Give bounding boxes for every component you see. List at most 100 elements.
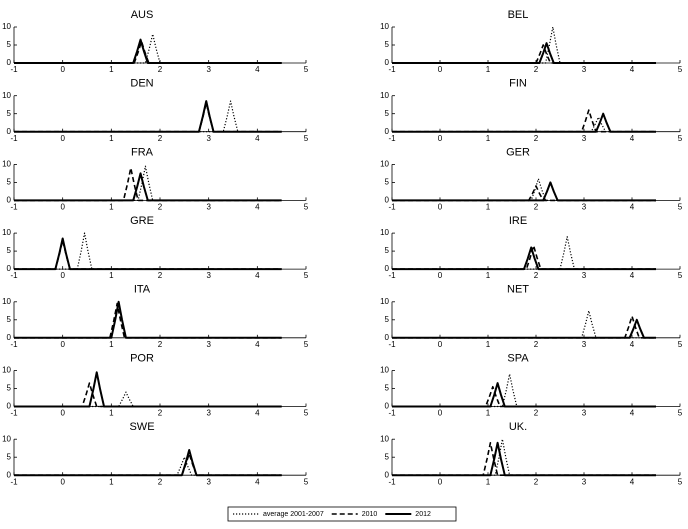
x-tick-label: -1 <box>388 134 396 143</box>
x-tick-label: 4 <box>255 409 260 418</box>
x-tick-label: 5 <box>304 65 309 74</box>
x-tick-label: 3 <box>206 340 211 349</box>
density-line <box>14 165 282 201</box>
x-tick-label: 5 <box>304 477 309 486</box>
y-tick-label: 5 <box>385 109 390 118</box>
y-tick-label: 0 <box>7 58 12 67</box>
x-tick-label: 0 <box>60 340 65 349</box>
density-line <box>14 100 282 133</box>
x-tick-label: -1 <box>10 340 18 349</box>
density-line <box>392 441 656 477</box>
x-tick-label: 5 <box>304 409 309 418</box>
y-tick-label: 0 <box>7 402 12 411</box>
x-tick-label: 3 <box>582 203 587 212</box>
x-tick-label: 0 <box>60 203 65 212</box>
x-tick-label: 2 <box>158 271 163 280</box>
x-tick-label: 5 <box>678 203 683 212</box>
y-tick-label: 10 <box>380 160 389 169</box>
x-tick-label: 4 <box>630 65 635 74</box>
x-tick-label: 0 <box>60 271 65 280</box>
x-tick-label: 3 <box>582 271 587 280</box>
x-tick-label: 3 <box>206 477 211 486</box>
panel-title: ITA <box>134 284 151 296</box>
x-tick-label: 0 <box>438 340 443 349</box>
density-line <box>14 38 282 64</box>
y-tick-label: 5 <box>7 384 12 393</box>
x-tick-label: 2 <box>534 340 539 349</box>
x-tick-label: 0 <box>438 203 443 212</box>
x-tick-label: 2 <box>534 203 539 212</box>
x-tick-label: 1 <box>486 134 491 143</box>
y-tick-label: 10 <box>380 434 389 443</box>
density-line <box>14 232 282 270</box>
density-line <box>14 300 282 339</box>
x-tick-label: -1 <box>10 203 18 212</box>
x-tick-label: 1 <box>109 203 114 212</box>
y-tick-label: 10 <box>2 297 11 306</box>
x-tick-label: 5 <box>678 340 683 349</box>
x-tick-label: 1 <box>109 409 114 418</box>
x-tick-label: 1 <box>109 65 114 74</box>
y-tick-label: 10 <box>2 91 11 100</box>
x-tick-label: -1 <box>388 203 396 212</box>
x-tick-label: 5 <box>678 477 683 486</box>
density-line <box>392 26 656 64</box>
y-tick-label: 10 <box>380 297 389 306</box>
y-tick-label: 10 <box>2 160 11 169</box>
x-tick-label: 3 <box>206 203 211 212</box>
x-tick-label: 2 <box>534 134 539 143</box>
y-tick-label: 5 <box>385 384 390 393</box>
x-tick-label: 0 <box>438 477 443 486</box>
x-tick-label: 2 <box>158 409 163 418</box>
y-tick-label: 0 <box>7 264 12 273</box>
x-tick-label: -1 <box>10 409 18 418</box>
x-tick-label: 3 <box>582 340 587 349</box>
y-tick-label: 5 <box>7 246 12 255</box>
density-line <box>14 456 282 476</box>
y-tick-label: 0 <box>385 333 390 342</box>
x-tick-label: 4 <box>630 340 635 349</box>
x-tick-label: 5 <box>678 271 683 280</box>
density-line <box>392 112 656 133</box>
y-tick-label: 0 <box>7 470 12 479</box>
x-tick-label: 4 <box>255 134 260 143</box>
x-tick-label: 3 <box>206 271 211 280</box>
x-tick-label: 0 <box>60 134 65 143</box>
y-tick-label: 0 <box>385 470 390 479</box>
x-tick-label: 3 <box>582 65 587 74</box>
density-line <box>392 109 656 133</box>
panel-title: FIN <box>509 78 527 90</box>
x-tick-label: 4 <box>255 65 260 74</box>
y-tick-label: 10 <box>380 91 389 100</box>
x-tick-label: 0 <box>60 477 65 486</box>
y-tick-label: 0 <box>7 127 12 136</box>
x-tick-label: 2 <box>534 477 539 486</box>
x-tick-label: 4 <box>255 477 260 486</box>
y-tick-label: 10 <box>2 228 11 237</box>
density-line <box>14 301 282 339</box>
density-line <box>392 442 656 476</box>
x-tick-label: -1 <box>10 65 18 74</box>
x-tick-label: 4 <box>255 340 260 349</box>
density-line <box>392 116 656 133</box>
density-line <box>392 438 656 476</box>
density-line <box>14 237 282 271</box>
x-tick-label: 5 <box>304 340 309 349</box>
y-tick-label: 10 <box>2 434 11 443</box>
density-line <box>14 167 282 202</box>
density-line <box>392 373 656 408</box>
x-tick-label: -1 <box>388 65 396 74</box>
x-tick-label: 5 <box>678 134 683 143</box>
density-line <box>392 236 656 270</box>
x-tick-label: -1 <box>388 271 396 280</box>
y-tick-label: 0 <box>385 402 390 411</box>
panel-title: SPA <box>507 352 529 364</box>
x-tick-label: 1 <box>486 271 491 280</box>
density-line <box>14 391 282 408</box>
density-line <box>392 42 656 64</box>
y-tick-label: 0 <box>385 127 390 136</box>
y-tick-label: 5 <box>385 452 390 461</box>
y-tick-label: 10 <box>380 228 389 237</box>
x-tick-label: 1 <box>109 477 114 486</box>
